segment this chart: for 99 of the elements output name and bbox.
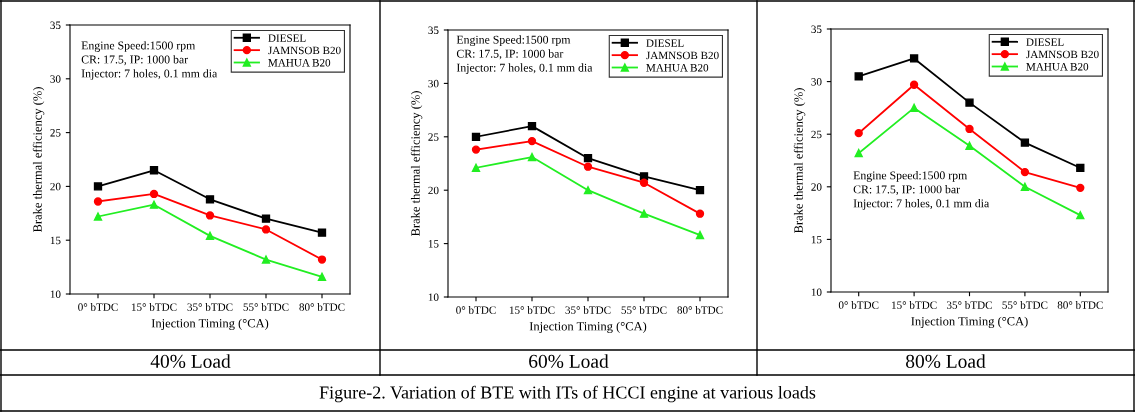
- point: [527, 121, 537, 131]
- y-tick-label: 15: [428, 240, 439, 248]
- point: [854, 148, 863, 158]
- point: [583, 153, 593, 163]
- point: [317, 272, 327, 281]
- x-axis-title: Injection Timing (°CA): [151, 318, 269, 331]
- point: [471, 163, 481, 172]
- x-tick-label: 0° bTDC: [78, 303, 118, 311]
- y-tick-label: 20: [811, 183, 822, 191]
- point: [854, 128, 863, 138]
- y-tick-label: 15: [50, 236, 61, 245]
- point: [149, 200, 159, 209]
- annotation: Engine Speed:1500 rpm CR: 17.5, IP: 1000 bar Injector: 7 holes, 0.1 mm dia: [81, 41, 218, 80]
- point: [471, 132, 481, 141]
- y-tick-label: 10: [811, 288, 822, 296]
- point: [965, 124, 974, 134]
- point: [93, 197, 103, 206]
- point: [1020, 182, 1030, 191]
- point: [1076, 183, 1085, 193]
- legend-label: DIESEL: [646, 39, 684, 47]
- x-tick-label: 55° bTDC: [243, 303, 289, 311]
- point: [317, 255, 327, 264]
- point: [909, 103, 919, 113]
- point: [1020, 138, 1030, 147]
- point: [317, 228, 327, 237]
- text: Figure-2. Variation of BTE with ITs of HCCI engine at various loads: [319, 385, 816, 403]
- point: [205, 211, 215, 220]
- y-tick-label: 10: [428, 293, 439, 301]
- point: [854, 72, 863, 81]
- x-tick-label: 80° bTDC: [677, 306, 723, 314]
- x-axis-title: Injection Timing (°CA): [529, 321, 647, 334]
- point: [583, 186, 593, 195]
- y-tick-label: 35: [428, 26, 439, 34]
- x-tick-label: 15° bTDC: [892, 301, 937, 309]
- y-tick-label: 20: [428, 186, 439, 195]
- point: [695, 209, 705, 218]
- point: [149, 166, 159, 175]
- y-tick-label: 35: [811, 25, 822, 33]
- point: [261, 255, 271, 264]
- text: 40% Load: [150, 354, 231, 368]
- point: [149, 189, 159, 199]
- point: [527, 136, 537, 146]
- y-axis-title: Brake thermal efficiency (%): [410, 91, 423, 237]
- point: [1020, 167, 1030, 177]
- point: [1076, 211, 1085, 220]
- point: [471, 145, 481, 154]
- legend-label: JAMNSOB B20: [1026, 50, 1099, 59]
- legend-label: DIESEL: [268, 34, 306, 42]
- x-tick-label: 80° bTDC: [1057, 301, 1103, 309]
- point: [639, 209, 649, 218]
- x-tick-label: 15° bTDC: [131, 303, 177, 311]
- x-tick-label: 55° bTDC: [621, 306, 667, 314]
- y-tick-label: 25: [811, 130, 822, 139]
- y-tick-label: 30: [50, 75, 61, 83]
- x-axis-title: Injection Timing (°CA): [911, 316, 1028, 329]
- text: 80% Load: [906, 354, 986, 368]
- point: [965, 98, 974, 107]
- point: [205, 195, 215, 204]
- point: [93, 182, 103, 191]
- point: [695, 230, 705, 240]
- x-tick-label: 35° bTDC: [187, 303, 233, 311]
- y-tick-label: 25: [50, 129, 61, 137]
- y-tick-label: 35: [50, 21, 61, 29]
- legend-label: MAHUA B20: [268, 59, 331, 67]
- point: [965, 141, 974, 150]
- point: [93, 212, 103, 221]
- point: [261, 225, 271, 234]
- y-tick-label: 25: [428, 133, 439, 141]
- y-tick-label: 10: [50, 290, 61, 298]
- legend-label: MAHUA B20: [1026, 63, 1089, 71]
- point: [205, 231, 215, 241]
- y-tick-label: 15: [811, 235, 822, 244]
- y-tick-label: 30: [811, 78, 822, 86]
- x-tick-label: 0° bTDC: [838, 301, 879, 309]
- point: [261, 214, 271, 223]
- point: [695, 186, 705, 195]
- x-tick-label: 35° bTDC: [946, 301, 992, 309]
- legend-label: DIESEL: [1026, 38, 1064, 46]
- y-axis-title: Brake thermal efficiency (%): [793, 88, 806, 234]
- annotation: Engine Speed:1500 rpm CR: 17.5, IP: 1000 bar Injector: 7 holes, 0.1 mm dia: [853, 171, 990, 210]
- legend-label: JAMNSOB B20: [646, 51, 719, 60]
- x-tick-label: 80° bTDC: [299, 303, 345, 311]
- x-tick-label: 35° bTDC: [565, 306, 611, 314]
- point: [639, 178, 649, 187]
- point: [909, 54, 919, 63]
- text: 60% Load: [529, 354, 609, 368]
- annotation: Engine Speed:1500 rpm CR: 17.5, IP: 1000 bar Injector: 7 holes, 0.1 mm dia: [456, 35, 593, 75]
- point: [909, 80, 919, 89]
- legend-label: JAMNSOB B20: [268, 46, 341, 55]
- point: [1076, 163, 1085, 173]
- y-tick-label: 20: [50, 182, 61, 191]
- point: [583, 162, 593, 171]
- y-axis-title: Brake thermal efficiency (%): [32, 87, 45, 233]
- x-tick-label: 0° bTDC: [456, 306, 496, 314]
- x-tick-label: 55° bTDC: [1002, 301, 1048, 309]
- y-tick-label: 30: [428, 79, 439, 88]
- legend-label: MAHUA B20: [646, 64, 709, 72]
- x-tick-label: 15° bTDC: [509, 306, 555, 314]
- point: [527, 152, 537, 162]
